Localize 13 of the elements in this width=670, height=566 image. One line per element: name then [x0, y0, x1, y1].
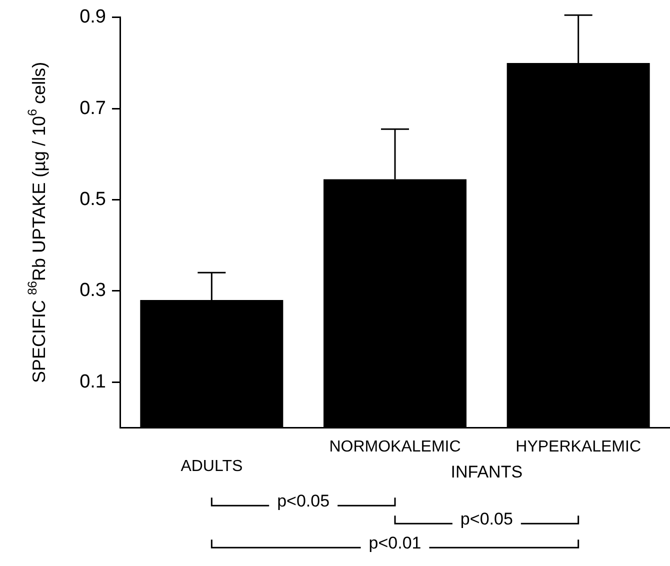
- y-tick-label: 0.5: [80, 188, 106, 210]
- x-tick-label: HYPERKALEMIC: [516, 438, 642, 456]
- y-axis-title: SPECIFIC 86Rb UPTAKE (µg / 106 cells): [25, 62, 49, 384]
- text: p<0.05: [277, 491, 330, 510]
- y-tick-label: 0.9: [80, 6, 106, 28]
- text: p<0.01: [368, 533, 422, 552]
- text: INFANTS: [450, 462, 523, 482]
- x-tick-label: NORMOKALEMIC: [329, 438, 461, 456]
- y-tick-label: 0.1: [80, 371, 106, 392]
- x-tick-label: ADULTS: [180, 458, 243, 475]
- y-tick-label: 0.3: [80, 280, 106, 302]
- text: p<0.05: [460, 509, 513, 528]
- y-tick-label: 0.7: [80, 98, 106, 119]
